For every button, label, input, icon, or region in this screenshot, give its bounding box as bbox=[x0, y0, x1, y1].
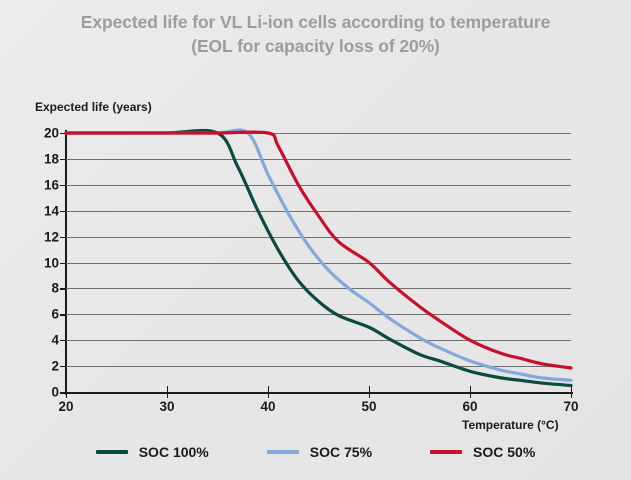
y-tick-mark bbox=[60, 184, 66, 187]
series-lines bbox=[64, 128, 573, 388]
gridline bbox=[66, 262, 571, 264]
y-tick-mark bbox=[60, 133, 66, 135]
x-tick-label: 20 bbox=[58, 399, 74, 414]
series-line-soc-50 bbox=[64, 130, 573, 370]
y-tick-label: 14 bbox=[43, 203, 59, 219]
y-tick-label: 12 bbox=[43, 229, 59, 245]
y-tick-label: 16 bbox=[43, 177, 59, 193]
gridline bbox=[66, 236, 571, 238]
y-tick-label: 4 bbox=[51, 332, 59, 348]
y-tick-mark bbox=[60, 340, 66, 342]
y-tick-mark bbox=[60, 314, 66, 316]
x-tick-mark bbox=[470, 386, 472, 398]
x-tick-label: 60 bbox=[462, 399, 478, 414]
y-tick-label: 0 bbox=[51, 384, 59, 400]
legend-item-label: SOC 75% bbox=[309, 444, 373, 460]
x-tick-label: 40 bbox=[260, 399, 276, 414]
chart-title-line-2: (EOL for capacity loss of 20%) bbox=[191, 36, 440, 56]
series-line-soc-75 bbox=[64, 128, 573, 382]
x-tick-mark bbox=[66, 386, 68, 398]
legend-item[interactable]: SOC 75% bbox=[266, 444, 373, 460]
x-tick-mark bbox=[268, 386, 270, 398]
x-tick-label: 50 bbox=[361, 399, 377, 414]
legend-item-label: SOC 50% bbox=[473, 444, 536, 460]
chart-title: Expected life for VL Li-ion cells accord… bbox=[0, 10, 631, 58]
y-tick-mark bbox=[60, 210, 66, 212]
gridline bbox=[66, 210, 571, 212]
x-axis-title: Temperature (°C) bbox=[462, 418, 559, 432]
y-tick-mark bbox=[60, 392, 66, 394]
x-axis-line bbox=[60, 392, 573, 394]
y-tick-label: 8 bbox=[51, 280, 59, 296]
y-tick-mark bbox=[60, 158, 66, 161]
legend-color-swatch bbox=[266, 450, 299, 454]
x-tick-label: 70 bbox=[563, 399, 579, 414]
y-tick-label: 6 bbox=[51, 306, 59, 322]
chart-title-line-1: Expected life for VL Li-ion cells accord… bbox=[80, 12, 551, 32]
gridline bbox=[66, 158, 571, 160]
plot-area: 0 2 4 6 8 10 12 14 16 18 20 20 30 40 50 60 70 bbox=[44, 126, 579, 415]
y-tick-mark bbox=[60, 366, 66, 368]
chart-legend: SOC 100% SOC 75% SOC 50% bbox=[0, 444, 631, 460]
gridline bbox=[66, 340, 571, 342]
legend-color-swatch bbox=[95, 450, 128, 454]
gridline bbox=[66, 314, 571, 316]
gridline bbox=[66, 184, 571, 186]
y-tick-label: 20 bbox=[43, 125, 59, 141]
y-tick-label: 10 bbox=[43, 255, 59, 270]
y-tick-label: 18 bbox=[43, 151, 59, 167]
legend-item[interactable]: SOC 100% bbox=[95, 444, 209, 460]
gridline bbox=[66, 133, 571, 134]
legend-item-label: SOC 100% bbox=[138, 444, 209, 460]
x-tick-label: 30 bbox=[159, 399, 175, 414]
y-tick-mark bbox=[60, 262, 66, 264]
legend-color-swatch bbox=[430, 450, 463, 454]
legend-item[interactable]: SOC 50% bbox=[430, 444, 535, 460]
gridline bbox=[66, 288, 571, 290]
y-tick-label: 2 bbox=[51, 358, 59, 374]
y-axis-title: Expected life (years) bbox=[35, 100, 152, 114]
x-tick-mark bbox=[571, 386, 573, 398]
y-tick-mark bbox=[60, 288, 66, 290]
gridline bbox=[66, 366, 571, 368]
x-tick-mark bbox=[167, 386, 169, 398]
y-tick-mark bbox=[60, 236, 66, 238]
x-tick-mark bbox=[369, 386, 371, 398]
